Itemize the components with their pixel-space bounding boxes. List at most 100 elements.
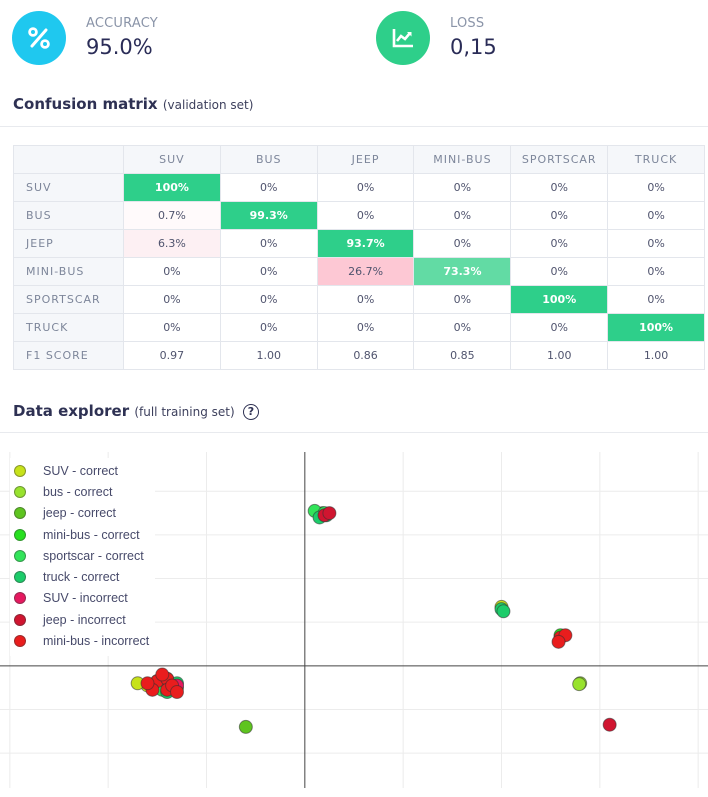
matrix-cell: 0% [607,285,705,314]
matrix-cell: 6.3% [123,229,221,258]
matrix-cell: 100% [123,173,221,202]
confusion-matrix-heading: Confusion matrix [13,95,158,113]
f1-cell: 0.85 [413,341,512,370]
legend-item[interactable]: mini-bus - incorrect [14,630,149,651]
column-header: BUS [219,145,318,174]
matrix-cell: 0% [123,313,221,342]
matrix-cell: 0% [413,313,512,342]
matrix-cell: 99.3% [219,201,318,230]
matrix-cell: 0% [219,257,318,286]
data-explorer-title: Data explorer (full training set) ? [13,402,259,420]
accuracy-kpi: ACCURACY 95.0% [12,11,158,65]
row-header: BUS [13,201,124,230]
matrix-cell: 0% [123,257,221,286]
legend-label: SUV - incorrect [43,591,128,606]
data-explorer-plot[interactable]: SUV - correct bus - correct jeep - correct… [0,440,708,797]
column-header: TRUCK [607,145,705,174]
percent-icon [12,11,66,65]
row-header: MINI-BUS [13,257,124,286]
legend-item[interactable]: jeep - incorrect [14,609,149,630]
row-header: SUV [13,173,124,202]
matrix-cell: 26.7% [316,257,415,286]
row-header: F1 SCORE [13,341,124,370]
data-point [155,667,170,682]
header-row: SUV BUS JEEP MINI-BUS SPORTSCAR TRUCK [13,145,705,174]
matrix-cell: 0% [510,257,609,286]
legend-item[interactable]: SUV - incorrect [14,588,149,609]
matrix-row: SPORTSCAR 0% 0% 0% 0% 100% 0% [13,285,705,314]
legend-label: jeep - incorrect [43,612,126,627]
matrix-cell: 73.3% [413,257,512,286]
legend-marker-icon [14,549,26,562]
corner-cell [13,145,124,174]
loss-kpi: LOSS 0,15 [376,11,497,65]
matrix-cell: 0% [123,285,221,314]
column-header: MINI-BUS [413,145,512,174]
legend-item[interactable]: jeep - correct [14,503,149,524]
loss-label: LOSS [450,16,485,31]
f1-row: F1 SCORE 0.97 1.00 0.86 0.85 1.00 1.00 [13,341,705,370]
accuracy-value: 95.0% [86,35,153,59]
legend-item[interactable]: bus - correct [14,481,149,502]
matrix-cell: 0% [413,173,512,202]
legend-item[interactable]: mini-bus - correct [14,524,149,545]
matrix-cell: 0% [219,285,318,314]
legend-item[interactable]: sportscar - correct [14,545,149,566]
data-point [602,717,617,732]
matrix-cell: 0% [219,313,318,342]
row-header: SPORTSCAR [13,285,124,314]
loss-value: 0,15 [450,35,497,59]
matrix-cell: 0% [510,173,609,202]
matrix-row: SUV 100% 0% 0% 0% 0% 0% [13,173,705,202]
legend-label: mini-bus - correct [43,527,140,542]
legend-marker-icon [14,507,26,520]
matrix-cell: 0% [510,201,609,230]
data-explorer-heading: Data explorer [13,402,130,420]
confusion-matrix-table: SUV BUS JEEP MINI-BUS SPORTSCAR TRUCK SU… [13,145,705,370]
matrix-row: BUS 0.7% 99.3% 0% 0% 0% 0% [13,201,705,230]
matrix-row: TRUCK 0% 0% 0% 0% 0% 100% [13,313,705,342]
data-point [322,506,337,521]
f1-cell: 1.00 [607,341,705,370]
legend-item[interactable]: SUV - correct [14,460,149,481]
legend-item[interactable]: truck - correct [14,566,149,587]
legend-label: mini-bus - incorrect [43,634,150,649]
legend-label: bus - correct [43,484,113,499]
legend-marker-icon [14,592,26,605]
data-point [551,634,566,649]
f1-cell: 0.86 [316,341,415,370]
f1-cell: 1.00 [510,341,609,370]
data-point [572,677,587,692]
matrix-cell: 93.7% [316,229,415,258]
legend-marker-icon [14,528,26,541]
matrix-cell: 0% [413,201,512,230]
data-point [140,676,155,691]
matrix-cell: 0% [316,201,415,230]
matrix-cell: 100% [510,285,609,314]
legend-label: truck - correct [43,570,120,585]
matrix-cell: 0% [607,257,705,286]
data-point [496,604,511,619]
legend-label: jeep - correct [43,506,116,521]
data-point [238,719,253,734]
question-circle-icon[interactable]: ? [242,403,259,420]
matrix-cell: 0% [510,313,609,342]
matrix-cell: 0% [219,173,318,202]
legend-marker-icon [14,613,26,626]
divider [0,432,708,433]
legend-marker-icon [14,571,26,584]
confusion-matrix-subtitle: (validation set) [162,98,254,112]
row-header: TRUCK [13,313,124,342]
f1-cell: 0.97 [123,341,221,370]
column-header: JEEP [316,145,415,174]
accuracy-label: ACCURACY [86,16,158,31]
matrix-cell: 0% [607,173,705,202]
matrix-cell: 0% [607,229,705,258]
matrix-cell: 0% [316,313,415,342]
legend-marker-icon [14,464,26,477]
data-point [170,685,184,699]
column-header: SUV [123,145,221,174]
f1-cell: 1.00 [219,341,318,370]
matrix-row: MINI-BUS 0% 0% 26.7% 73.3% 0% 0% [13,257,705,286]
matrix-cell: 0% [607,201,705,230]
